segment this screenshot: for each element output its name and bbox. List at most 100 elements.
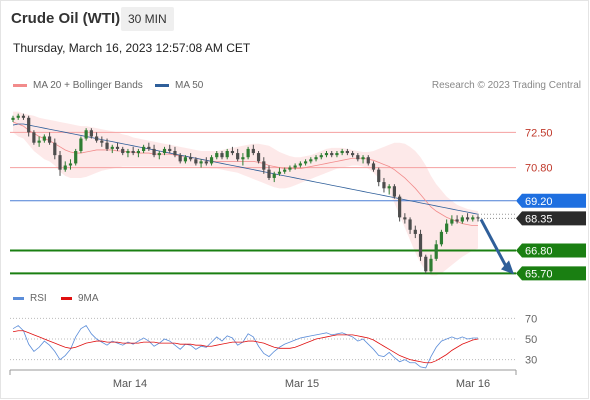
x-axis-label: Mar 16: [456, 378, 490, 390]
resistance-label-70.80: 70.80: [525, 163, 553, 175]
legend-ma20: MA 20 + Bollinger Bands: [13, 80, 143, 91]
candle-body: [220, 153, 224, 158]
candle-body: [115, 146, 120, 149]
candle-body: [450, 219, 454, 224]
candle-body: [392, 186, 397, 197]
candle-body: [324, 153, 329, 156]
candle-body: [424, 256, 428, 272]
ma50-swatch: [155, 84, 169, 87]
candle-body: [63, 165, 67, 170]
candle-body: [340, 150, 344, 154]
support-label-66.80: 66.80: [525, 246, 553, 258]
candle-body: [157, 153, 161, 156]
candle-body: [460, 217, 464, 222]
candle-body: [32, 132, 36, 143]
support-badge-66.80: [516, 243, 586, 258]
candle-body: [230, 150, 235, 154]
candle-body: [283, 169, 287, 172]
candle-body: [434, 244, 438, 259]
candle-body: [53, 142, 57, 156]
candle-body: [105, 142, 109, 149]
candle-body: [168, 148, 172, 151]
9ma-swatch: [61, 297, 72, 300]
pivot-label-69.20: 69.20: [525, 196, 553, 208]
candle-body: [314, 157, 318, 160]
candle-body: [142, 146, 146, 151]
candle-body: [47, 136, 52, 143]
candle-body: [439, 231, 444, 245]
candle-body: [298, 163, 302, 166]
candle-body: [16, 115, 20, 118]
candle-body: [309, 159, 313, 162]
candle-body: [293, 165, 297, 168]
candle-body: [131, 150, 135, 154]
legend-ma20-label: MA 20 + Bollinger Bands: [33, 80, 143, 91]
candle-body: [267, 169, 271, 178]
candle-body: [152, 148, 156, 156]
candle-body: [351, 153, 355, 156]
candle-body: [37, 140, 41, 143]
candle-body: [178, 155, 182, 162]
candle-body: [319, 155, 323, 158]
candle-body: [209, 157, 214, 164]
forecast-arrow-head: [501, 260, 514, 275]
candle-body: [215, 153, 219, 158]
ma20-swatch: [13, 84, 27, 87]
last-badge-68.35: [516, 211, 586, 226]
instrument-title: Crude Oil (WTI): [11, 10, 121, 27]
candle-body: [42, 136, 46, 141]
candle-body: [58, 155, 62, 170]
candle-body: [136, 150, 140, 154]
candle-body: [418, 233, 423, 257]
legend-rsi: RSI: [13, 293, 47, 304]
candle-body: [256, 153, 261, 162]
rsi-series-RSI: [12, 325, 478, 369]
x-axis-label: Mar 14: [113, 378, 147, 390]
candle-body: [89, 130, 93, 137]
candle-body: [84, 130, 88, 139]
candle-body: [27, 117, 31, 133]
rsi-swatch: [13, 297, 24, 300]
candle-body: [382, 182, 386, 189]
candle-body: [471, 217, 475, 220]
candle-body: [189, 157, 193, 160]
candle-body: [445, 223, 449, 232]
candle-body: [303, 161, 308, 164]
candle-body: [356, 155, 360, 160]
candle-body: [403, 217, 407, 220]
candle-body: [121, 148, 125, 154]
candle-body: [199, 161, 203, 164]
candle-body: [241, 157, 245, 160]
candle-body: [335, 153, 339, 156]
rsi-tick-label: 50: [525, 334, 537, 346]
candle-body: [429, 258, 433, 272]
ma20-line: [12, 121, 478, 227]
candle-body: [225, 150, 229, 158]
candle-body: [408, 219, 412, 230]
candle-body: [361, 157, 365, 160]
candle-body: [262, 161, 266, 170]
candle-body: [94, 136, 99, 141]
candle-body: [272, 173, 276, 178]
candle-body: [74, 150, 78, 164]
candle-body: [162, 148, 167, 154]
candle-body: [100, 140, 104, 143]
candle-body: [398, 196, 402, 218]
candle-body: [366, 157, 370, 164]
candle-body: [413, 229, 417, 234]
candle-body: [465, 217, 470, 220]
candle-body: [377, 169, 381, 183]
x-axis-label: Mar 15: [285, 378, 319, 390]
support-label-65.70: 65.70: [525, 268, 553, 280]
timeframe-button[interactable]: 30 MIN: [121, 7, 174, 31]
candle-body: [251, 148, 255, 154]
candle-body: [387, 186, 391, 189]
legend-9ma-label: 9MA: [78, 293, 99, 304]
candle-body: [371, 163, 376, 170]
candle-body: [330, 153, 334, 156]
candle-body: [147, 146, 151, 149]
forecast-arrow-shaft: [479, 218, 508, 268]
candle-body: [204, 161, 208, 164]
legend-rsi-label: RSI: [30, 293, 47, 304]
